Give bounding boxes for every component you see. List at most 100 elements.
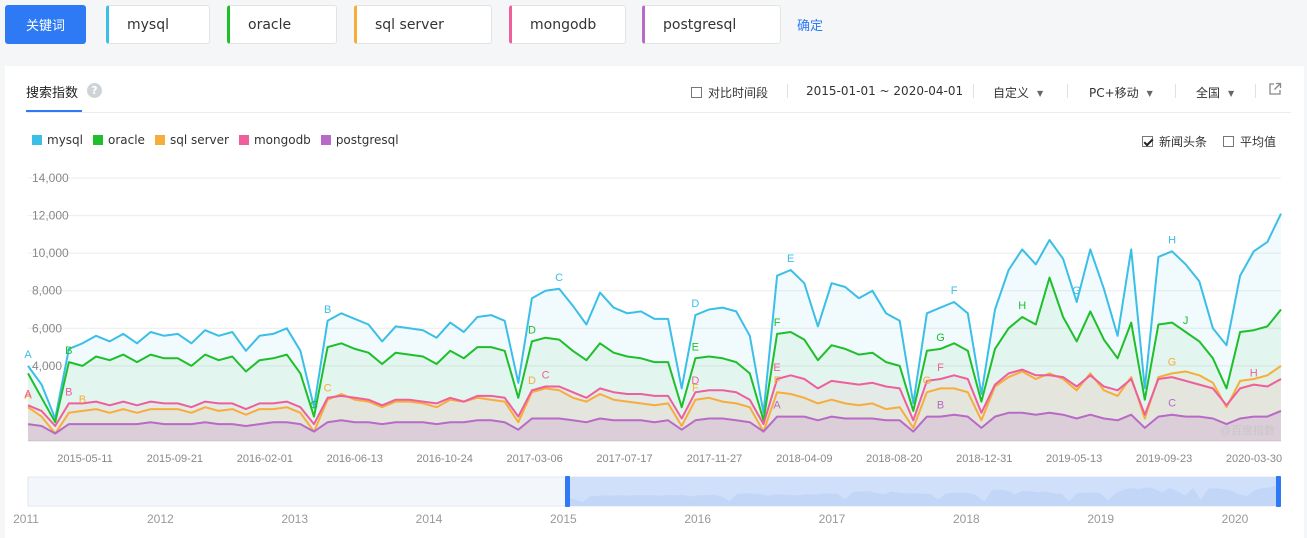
x-tick-label: 2017-03-06 [506, 453, 562, 465]
x-tick-label: 2016-06-13 [327, 453, 383, 465]
series-area-sql-server [28, 365, 1281, 441]
series-line-oracle [27, 276, 1282, 424]
time-navigator[interactable]: 2011 2012 2013 2014 2015 2016 2017 2018 2019 2020 [13, 476, 1281, 526]
news-marker: E [692, 341, 699, 353]
navigator-year-label: 2016 [684, 512, 711, 526]
compare-checkbox[interactable] [691, 87, 702, 98]
average-label: 平均值 [1240, 135, 1277, 149]
average-toggle[interactable]: 平均值 [1223, 133, 1276, 150]
legend-label: sql server [169, 133, 229, 147]
x-tick-label: 2015-09-21 [147, 453, 203, 465]
series-line-sql-server [27, 365, 1282, 435]
news-marker: A [24, 388, 32, 400]
x-tick-label: 2015-05-11 [57, 453, 112, 465]
keyword-chip-sql-server[interactable]: sql server [354, 5, 492, 44]
divider [1175, 84, 1176, 98]
news-marker: E [773, 362, 780, 374]
legend-label: oracle [108, 133, 145, 147]
x-tick-label: 2018-04-09 [776, 453, 832, 465]
legend-swatch [32, 135, 42, 145]
news-marker: A [773, 400, 781, 412]
series-line-mongodb [27, 368, 1282, 427]
news-marker: G [1072, 285, 1081, 297]
y-tick-label: 14,000 [32, 171, 69, 185]
average-checkbox[interactable] [1223, 136, 1234, 147]
x-tick-label: 2020-03-30 [1226, 453, 1282, 465]
news-marker: C [324, 383, 332, 395]
external-link-icon[interactable] [1268, 82, 1282, 96]
chevron-down-icon: ▼ [1146, 89, 1153, 98]
news-marker: D [528, 324, 536, 336]
news-checkbox[interactable] [1142, 136, 1153, 147]
news-marker: C [555, 272, 563, 284]
keyword-chip-postgresql[interactable]: postgresql [642, 5, 781, 44]
x-tick-label: 2019-09-23 [1136, 453, 1192, 465]
confirm-link[interactable]: 确定 [797, 19, 824, 34]
navigator-year-label: 2014 [416, 512, 443, 526]
custom-range-label: 自定义 [993, 86, 1030, 100]
series-area-oracle [28, 277, 1281, 441]
news-marker: J [1183, 315, 1189, 327]
series-area-postgresql [28, 410, 1281, 441]
help-icon[interactable]: ? [87, 83, 102, 98]
series-area-mysql [28, 213, 1281, 441]
region-select[interactable]: 全国 ▼ [1196, 84, 1234, 101]
navigator-year-label: 2020 [1222, 512, 1249, 526]
region-label: 全国 [1196, 86, 1221, 100]
legend-item-mysql[interactable]: mysql [32, 133, 83, 147]
news-marker: H [1168, 234, 1176, 246]
navigator-selection [567, 477, 1278, 506]
chart-legend: mysql oracle sql server mongodb postgres… [32, 133, 409, 147]
news-marker: D [528, 375, 536, 387]
legend-label: mongodb [253, 133, 311, 147]
news-marker: F [774, 317, 781, 329]
custom-range-select[interactable]: 自定义 ▼ [993, 84, 1043, 101]
legend-label: postgresql [335, 133, 399, 147]
keyword-chip-oracle[interactable]: oracle [227, 5, 337, 44]
news-marker: C [310, 400, 318, 412]
legend-item-postgresql[interactable]: postgresql [320, 133, 399, 147]
legend-swatch [320, 135, 331, 145]
news-marker: C [1168, 398, 1176, 410]
news-marker: A [24, 390, 32, 402]
navigator-year-label: 2017 [819, 512, 846, 526]
search-index-panel: 搜索指数 ? 对比时间段 2015-01-01 ~ 2020-04-01 自定义… [5, 66, 1304, 538]
legend-item-mongodb[interactable]: mongodb [238, 133, 311, 147]
navigator-handle-right[interactable] [1276, 476, 1281, 507]
news-marker: B [79, 394, 86, 406]
news-marker: F [951, 285, 958, 297]
watermark: @百度指数 [1220, 423, 1275, 437]
keyword-chip-mysql[interactable]: mysql [106, 5, 210, 44]
compare-label: 对比时间段 [708, 86, 769, 100]
legend-item-sql-server[interactable]: sql server [154, 133, 229, 147]
navigator-year-label: 2018 [953, 512, 980, 526]
navigator-handle-left[interactable] [565, 476, 570, 507]
navigator-preview [567, 485, 1278, 506]
news-marker: B [65, 386, 72, 398]
legend-swatch [93, 135, 103, 145]
divider [787, 84, 788, 98]
news-marker: F [937, 362, 944, 374]
x-tick-label: 2016-02-01 [237, 453, 293, 465]
series-line-mysql [27, 213, 1282, 420]
tab-search-index[interactable]: 搜索指数 [26, 86, 79, 101]
device-select[interactable]: PC+移动 ▼ [1089, 84, 1153, 101]
navigator-year-label: 2011 [13, 512, 39, 526]
date-range-picker[interactable]: 2015-01-01 ~ 2020-04-01 [806, 84, 964, 98]
news-marker: D [691, 298, 699, 310]
x-tick-label: 2019-05-13 [1046, 453, 1102, 465]
news-marker: G [923, 375, 932, 387]
keyword-button[interactable]: 关键词 [5, 5, 86, 44]
x-tick-label: 2016-10-24 [417, 453, 473, 465]
keyword-chip-mongodb[interactable]: mongodb [509, 5, 626, 44]
news-marker: C [542, 370, 550, 382]
news-marker: A [24, 349, 32, 361]
legend-item-oracle[interactable]: oracle [93, 133, 145, 147]
news-toggle[interactable]: 新闻头条 [1142, 133, 1207, 150]
y-tick-label: 6,000 [32, 321, 62, 335]
compare-period-toggle[interactable]: 对比时间段 [691, 84, 768, 101]
keyword-bar: 关键词 mysql oracle sql server mongodb post… [0, 0, 1307, 56]
series-line-postgresql [27, 409, 1282, 435]
tab-underline [26, 110, 82, 112]
legend-label: mysql [47, 133, 83, 147]
